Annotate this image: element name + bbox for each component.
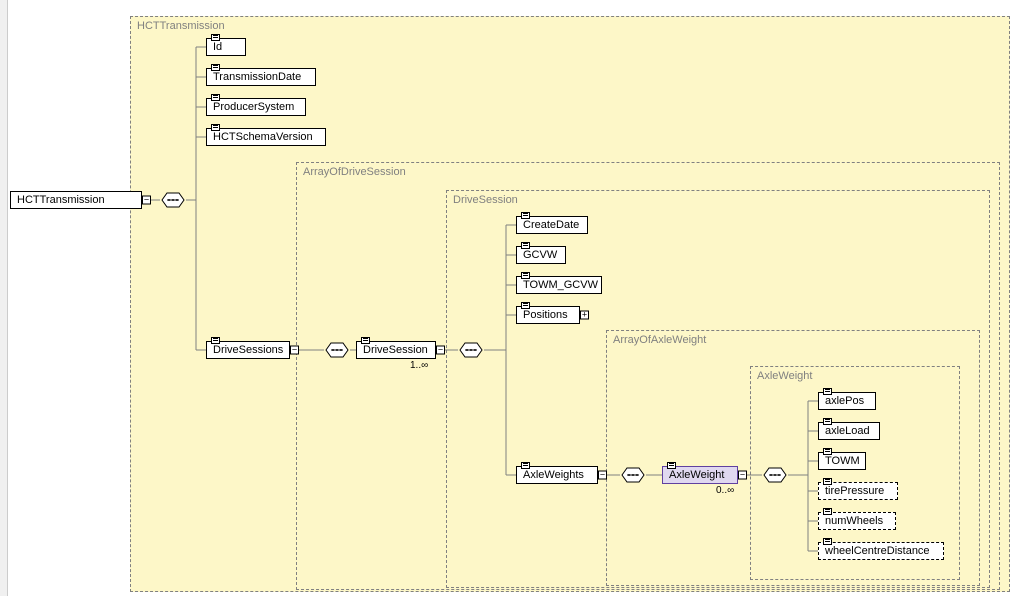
cardinality-drivesession: 1..∞ xyxy=(410,360,428,371)
node-axleweight-selected[interactable]: AxleWeight− xyxy=(662,466,738,484)
node-label: CreateDate xyxy=(523,219,579,231)
region-label-arrdrive: ArrayOfDriveSession xyxy=(303,166,406,178)
node-hcttransmission[interactable]: HCTTransmission − xyxy=(10,191,142,209)
node-axlepos[interactable]: axlePos xyxy=(818,392,876,410)
node-label: TOWM_GCVW xyxy=(523,279,598,291)
node-label: numWheels xyxy=(825,515,883,527)
schema-canvas: HCTTransmission ArrayOfDriveSession Driv… xyxy=(0,0,1024,596)
node-label: AxleWeight xyxy=(669,469,724,481)
node-label: ProducerSystem xyxy=(213,101,294,113)
node-wheelcentredistance[interactable]: wheelCentreDistance xyxy=(818,542,944,560)
attr-tab-icon xyxy=(667,462,676,469)
attr-tab-icon xyxy=(211,64,220,71)
attr-tab-icon xyxy=(521,272,530,279)
node-label: axleLoad xyxy=(825,425,870,437)
attr-tab-icon xyxy=(521,212,530,219)
node-towm[interactable]: TOWM xyxy=(818,452,866,470)
attr-tab-icon xyxy=(521,242,530,249)
sequence-connector xyxy=(322,340,352,360)
node-axleload[interactable]: axleLoad xyxy=(818,422,880,440)
collapse-icon[interactable]: − xyxy=(738,471,747,480)
attr-tab-icon xyxy=(823,478,832,485)
node-label: HCTTransmission xyxy=(17,194,105,206)
node-producersystem[interactable]: ProducerSystem xyxy=(206,98,306,116)
node-label: HCTSchemaVersion xyxy=(213,131,313,143)
attr-tab-icon xyxy=(823,508,832,515)
node-label: Id xyxy=(213,41,222,53)
expand-icon[interactable]: + xyxy=(580,311,589,320)
attr-tab-icon xyxy=(823,418,832,425)
attr-tab-icon xyxy=(823,538,832,545)
node-positions[interactable]: Positions+ xyxy=(516,306,580,324)
node-drivesession[interactable]: DriveSession− xyxy=(356,341,436,359)
collapse-icon[interactable]: − xyxy=(598,471,607,480)
node-label: DriveSession xyxy=(363,344,428,356)
attr-tab-icon xyxy=(211,124,220,131)
collapse-icon[interactable]: − xyxy=(436,346,445,355)
attr-tab-icon xyxy=(211,34,220,41)
node-label: GCVW xyxy=(523,249,557,261)
node-towm-gcvw[interactable]: TOWM_GCVW xyxy=(516,276,602,294)
node-label: tirePressure xyxy=(825,485,884,497)
attr-tab-icon xyxy=(211,337,220,344)
node-hctschemaversion[interactable]: HCTSchemaVersion xyxy=(206,128,326,146)
node-createdate[interactable]: CreateDate xyxy=(516,216,588,234)
attr-tab-icon xyxy=(521,302,530,309)
node-label: DriveSessions xyxy=(213,344,283,356)
node-transmissiondate[interactable]: TransmissionDate xyxy=(206,68,316,86)
node-tirepressure[interactable]: tirePressure xyxy=(818,482,898,500)
sequence-connector xyxy=(760,465,790,485)
node-axleweights[interactable]: AxleWeights− xyxy=(516,466,598,484)
attr-tab-icon xyxy=(823,448,832,455)
sequence-connector xyxy=(456,340,486,360)
attr-tab-icon xyxy=(361,337,370,344)
region-label-arraxle: ArrayOfAxleWeight xyxy=(613,334,706,346)
region-label-hct: HCTTransmission xyxy=(137,20,225,32)
region-label-drive: DriveSession xyxy=(453,194,518,206)
collapse-icon[interactable]: − xyxy=(290,346,299,355)
node-label: wheelCentreDistance xyxy=(825,545,930,557)
attr-tab-icon xyxy=(211,94,220,101)
cardinality-axleweight: 0..∞ xyxy=(716,485,734,496)
attr-tab-icon xyxy=(823,388,832,395)
attr-tab-icon xyxy=(521,462,530,469)
node-numwheels[interactable]: numWheels xyxy=(818,512,896,530)
node-label: AxleWeights xyxy=(523,469,584,481)
node-label: TransmissionDate xyxy=(213,71,301,83)
collapse-icon[interactable]: − xyxy=(142,196,151,205)
node-label: Positions xyxy=(523,309,568,321)
node-label: axlePos xyxy=(825,395,864,407)
node-label: TOWM xyxy=(825,455,860,467)
node-gcvw[interactable]: GCVW xyxy=(516,246,566,264)
sequence-connector xyxy=(158,190,188,210)
region-label-axle: AxleWeight xyxy=(757,370,812,382)
node-drivesessions[interactable]: DriveSessions− xyxy=(206,341,290,359)
node-id[interactable]: Id xyxy=(206,38,246,56)
sequence-connector xyxy=(618,465,648,485)
